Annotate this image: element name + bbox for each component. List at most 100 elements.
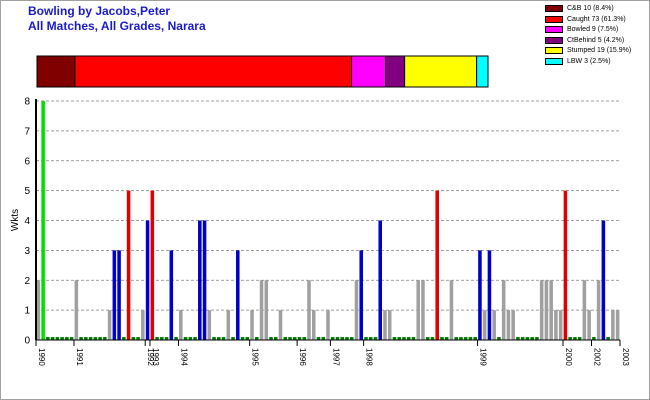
legend-label: LBW 3 (2.5%) <box>567 57 611 65</box>
bar <box>454 337 458 340</box>
stack-segment-lbw <box>476 55 489 88</box>
bar <box>378 220 383 340</box>
bar <box>364 337 368 340</box>
y-axis-label: Wkts <box>10 209 21 231</box>
bar <box>311 310 316 340</box>
bar <box>582 280 587 340</box>
legend-label: Stumped 19 (15.9%) <box>567 47 632 54</box>
y-tick-label: 1 <box>24 306 30 317</box>
bar <box>207 310 212 340</box>
bar <box>321 337 326 340</box>
bar <box>264 280 269 340</box>
x-tick-label: 2003 <box>621 348 630 366</box>
bar <box>330 337 335 340</box>
legend-swatch <box>545 57 563 65</box>
bar <box>221 337 226 340</box>
bar <box>236 250 240 340</box>
bar <box>273 337 278 340</box>
bar <box>611 310 615 340</box>
bar <box>84 337 88 340</box>
x-tick-label: 1996 <box>298 348 307 366</box>
y-tick-label: 6 <box>24 156 30 167</box>
bar <box>164 337 169 340</box>
bar <box>349 337 354 340</box>
bar <box>292 337 297 340</box>
bar <box>463 337 468 340</box>
y-tick-label: 8 <box>24 97 30 108</box>
bar <box>36 280 41 340</box>
bar <box>340 337 345 340</box>
bar <box>283 337 288 340</box>
stack-segment-bowled <box>351 55 387 88</box>
bar <box>88 337 93 340</box>
bar <box>544 280 549 340</box>
bar <box>297 337 302 340</box>
bar <box>65 337 69 340</box>
x-tick-label: 1995 <box>251 348 260 366</box>
stack-segment-stumped <box>404 55 478 88</box>
bar <box>160 337 164 340</box>
bar <box>615 310 620 340</box>
bar <box>155 337 159 340</box>
bar <box>98 337 102 340</box>
bar <box>535 337 539 340</box>
bar <box>587 310 591 340</box>
bar <box>530 337 534 340</box>
bar <box>278 310 283 340</box>
bar <box>425 337 430 340</box>
bar <box>449 280 454 340</box>
bar <box>174 337 178 340</box>
bar <box>245 337 250 340</box>
bar <box>326 310 330 340</box>
bar <box>516 337 520 340</box>
stack-segment-cb <box>36 55 76 88</box>
bar <box>606 337 610 340</box>
y-tick-label: 0 <box>24 336 30 347</box>
bar <box>501 280 506 340</box>
bar <box>231 337 235 340</box>
x-tick-label: 1991 <box>75 348 84 366</box>
bar <box>131 337 136 340</box>
bar <box>79 337 83 340</box>
bar <box>259 280 264 340</box>
bar <box>50 337 55 340</box>
bar <box>103 337 107 340</box>
bar <box>563 190 568 340</box>
bar <box>359 250 364 340</box>
bar <box>145 220 150 340</box>
stack-segment-caught <box>74 55 353 88</box>
x-tick-label: 1990 <box>37 348 46 366</box>
bar <box>421 280 425 340</box>
x-tick-label: 1999 <box>479 348 488 366</box>
x-tick-label: 1992 <box>146 348 155 366</box>
bar <box>506 310 511 340</box>
x-tick-label: 1997 <box>331 348 340 366</box>
bar <box>141 310 145 340</box>
bar <box>368 337 373 340</box>
bar <box>226 310 231 340</box>
bar <box>250 310 254 340</box>
chart-subtitle: All Matches, All Grades, Narara <box>28 19 206 33</box>
bar <box>212 337 216 340</box>
bar <box>69 337 74 340</box>
bar <box>549 280 553 340</box>
legend-label: C&B 10 (8.4%) <box>567 5 614 12</box>
bar <box>302 337 307 340</box>
bar <box>596 280 601 340</box>
y-tick-label: 4 <box>24 216 30 227</box>
bar <box>402 337 406 340</box>
bar <box>183 337 188 340</box>
bar <box>307 280 311 340</box>
legend-swatch <box>545 47 563 54</box>
bar <box>269 337 273 340</box>
bar <box>335 337 340 340</box>
bar <box>41 101 45 340</box>
bar <box>288 337 292 340</box>
stack-segment-ctbehind <box>385 55 406 88</box>
bar <box>387 310 392 340</box>
legend-swatch <box>545 36 563 44</box>
x-tick-label: 2000 <box>564 348 573 366</box>
bar <box>392 337 397 340</box>
bar <box>539 280 544 340</box>
